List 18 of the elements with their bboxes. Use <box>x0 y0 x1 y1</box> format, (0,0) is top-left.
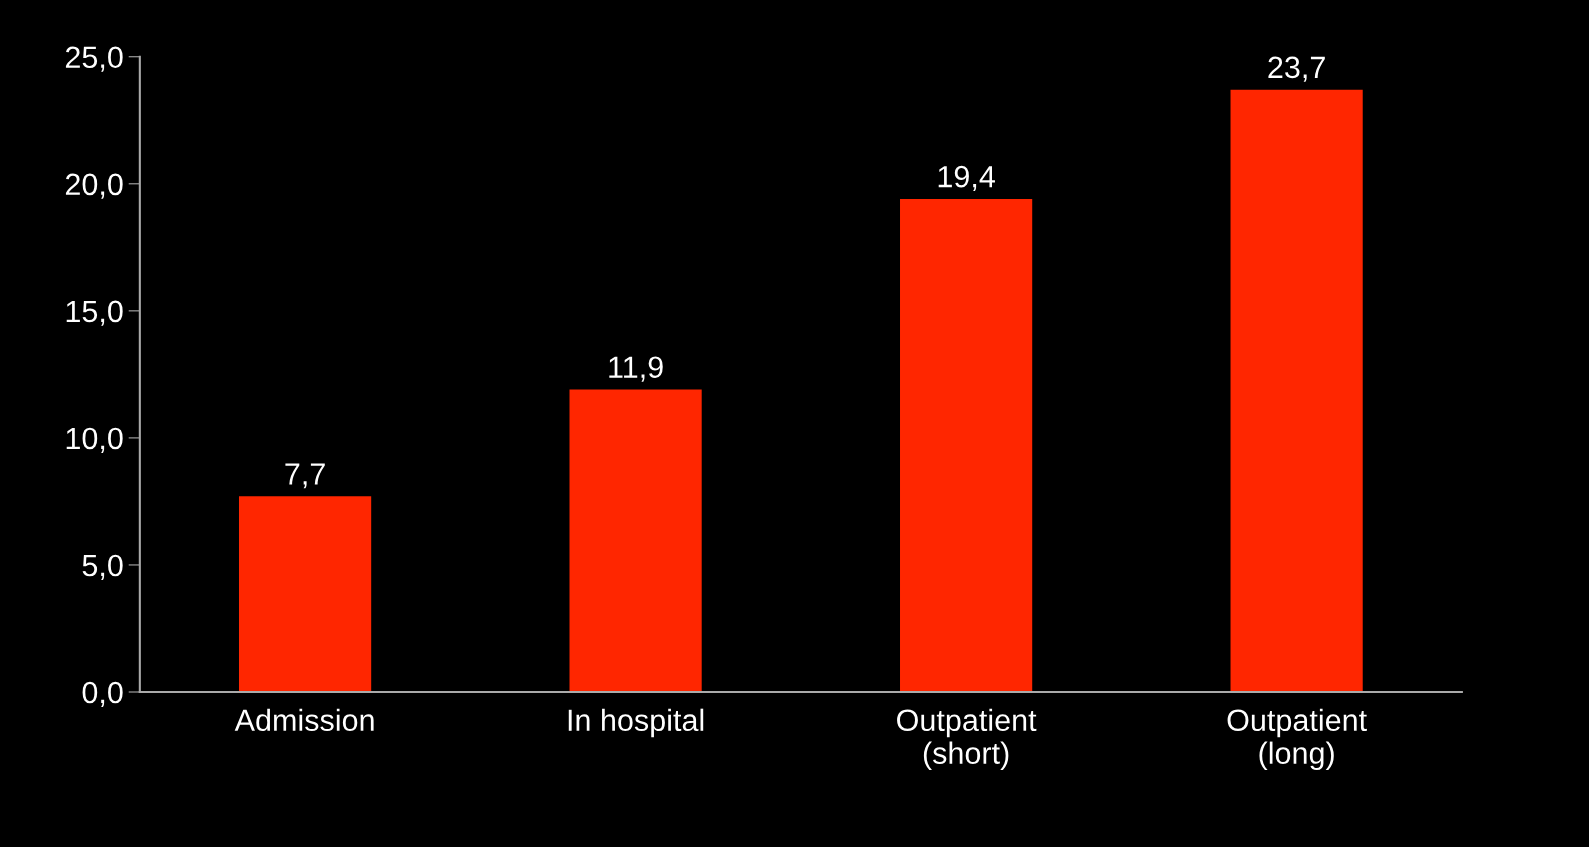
y-tick-label: 5,0 <box>82 554 123 580</box>
y-tick-label: 20,0 <box>65 173 123 199</box>
y-tick-label: 15,0 <box>66 300 123 326</box>
x-tick-label: Outpatient (short) <box>897 708 1037 771</box>
x-tick-label: In hospital <box>568 708 704 738</box>
y-tick-label: 25,0 <box>65 46 123 72</box>
data-label: 7,7 <box>285 463 325 489</box>
bar <box>1230 89 1363 692</box>
x-tick-label: Outpatient (long) <box>1227 708 1367 771</box>
bar <box>569 389 702 692</box>
y-tick-label: 0,0 <box>82 681 123 707</box>
x-tick-label: Admission <box>234 708 374 732</box>
bar <box>238 496 372 692</box>
data-label: 23,7 <box>1268 56 1325 82</box>
data-label: 19,4 <box>938 165 995 192</box>
data-label: 11,9 <box>609 356 663 382</box>
bar <box>900 199 1033 692</box>
y-tick-label: 10,0 <box>66 427 123 453</box>
